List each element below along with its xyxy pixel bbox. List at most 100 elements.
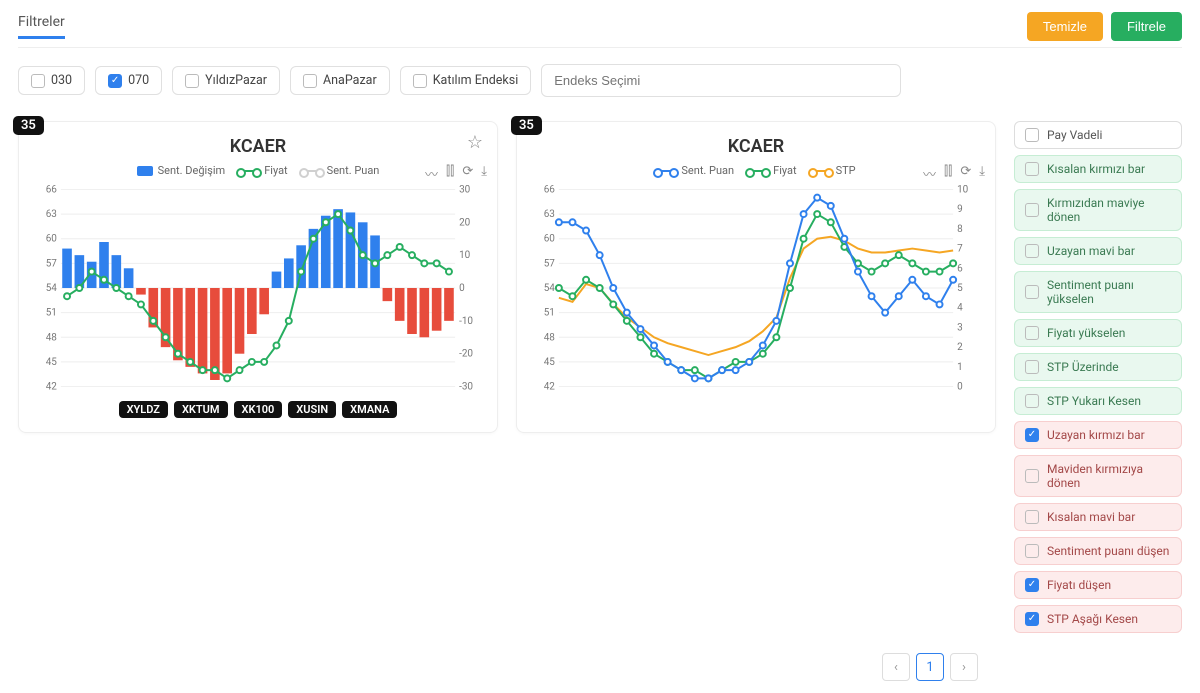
svg-text:54: 54 [544, 283, 556, 294]
checkbox-icon [185, 74, 199, 88]
side-filter[interactable]: Sentiment puanı düşen [1014, 537, 1182, 565]
filter-pill-030[interactable]: 030 [18, 66, 85, 95]
side-filter[interactable]: Sentiment puanı yükselen [1014, 271, 1182, 313]
checkbox-icon [31, 74, 45, 88]
pager-page[interactable]: 1 [916, 653, 944, 681]
legend-item: Sent. Değişim [137, 164, 226, 177]
svg-text:60: 60 [544, 234, 556, 245]
side-filter-label: STP Üzerinde [1047, 360, 1119, 374]
page-title: Filtreler [18, 14, 65, 39]
side-filter[interactable]: Fiyatı yükselen [1014, 319, 1182, 347]
svg-text:6: 6 [957, 263, 963, 274]
svg-text:-10: -10 [459, 316, 473, 327]
svg-text:10: 10 [957, 184, 969, 195]
checkbox-icon [108, 74, 122, 88]
filter-pill-070[interactable]: 070 [95, 66, 162, 95]
svg-text:-20: -20 [459, 349, 473, 360]
chart-card-2: 35 KCAER Sent. PuanFiyatSTP 〰 ⫿⫿ ⟳ ⤓ 424… [516, 121, 996, 433]
top-filters-row: 030 070 YıldızPazar AnaPazar Katılım Endeksi [18, 64, 1182, 97]
side-filter[interactable]: Kırmızıdan maviye dönen [1014, 189, 1182, 231]
side-filter-label: Kısalan kırmızı bar [1047, 162, 1145, 176]
legend-item: Sent. Puan [302, 164, 380, 177]
checkbox-icon [1025, 203, 1039, 217]
checkbox-icon [413, 74, 427, 88]
checkbox-icon [1025, 244, 1039, 258]
x-tag: XUSIN [288, 401, 336, 418]
checkbox-icon [1025, 285, 1039, 299]
pager-next[interactable]: › [950, 653, 978, 681]
svg-text:5: 5 [957, 283, 963, 294]
chart-title: KCAER [230, 136, 287, 157]
pulse-icon[interactable]: 〰 [425, 164, 438, 183]
side-filter[interactable]: Kısalan mavi bar [1014, 503, 1182, 531]
svg-text:-30: -30 [459, 382, 473, 393]
pager: ‹ 1 › [18, 653, 978, 681]
filter-pill-YıldızPazar[interactable]: YıldızPazar [172, 66, 280, 95]
svg-text:42: 42 [46, 382, 58, 393]
download-icon[interactable]: ⤓ [481, 164, 487, 183]
filter-label: 070 [128, 73, 149, 88]
chart-legend: Sent. PuanFiyatSTP [531, 164, 981, 177]
clear-button[interactable]: Temizle [1027, 12, 1103, 41]
side-filter-label: Pay Vadeli [1047, 128, 1102, 142]
checkbox-icon [1025, 428, 1039, 442]
svg-text:2: 2 [957, 342, 963, 353]
filter-pill-AnaPazar[interactable]: AnaPazar [290, 66, 390, 95]
download-icon[interactable]: ⤓ [979, 164, 985, 183]
side-filter-label: Uzayan mavi bar [1047, 244, 1135, 258]
bars-icon[interactable]: ⫿⫿ [446, 164, 454, 183]
refresh-icon[interactable]: ⟳ [462, 164, 473, 183]
chart-svg-2: 424548515457606366012345678910 [531, 183, 981, 393]
pager-prev[interactable]: ‹ [882, 653, 910, 681]
index-search-input[interactable] [541, 64, 901, 97]
favorite-icon[interactable]: ☆ [467, 132, 483, 153]
svg-text:10: 10 [459, 250, 471, 261]
side-filters: Pay Vadeli Kısalan kırmızı bar Kırmızıdan … [1014, 121, 1182, 633]
side-filter[interactable]: Uzayan kırmızı bar [1014, 421, 1182, 449]
filter-label: Katılım Endeksi [433, 73, 519, 88]
svg-text:45: 45 [46, 357, 58, 368]
legend-item: STP [811, 164, 856, 177]
refresh-icon[interactable]: ⟳ [960, 164, 971, 183]
checkbox-icon [1025, 578, 1039, 592]
checkbox-icon [303, 74, 317, 88]
pulse-icon[interactable]: 〰 [923, 164, 936, 183]
x-tag: XK100 [234, 401, 283, 418]
x-tag: XMANA [342, 401, 397, 418]
svg-text:63: 63 [544, 209, 555, 220]
svg-text:0: 0 [957, 382, 963, 393]
filter-pill-Katılım Endeksi[interactable]: Katılım Endeksi [400, 66, 532, 95]
svg-text:63: 63 [46, 209, 57, 220]
svg-text:3: 3 [957, 322, 963, 333]
svg-text:54: 54 [46, 283, 58, 294]
side-filter-label: Fiyatı düşen [1047, 578, 1111, 592]
svg-text:0: 0 [459, 283, 465, 294]
filter-button[interactable]: Filtrele [1111, 12, 1182, 41]
svg-text:57: 57 [544, 258, 556, 269]
checkbox-icon [1025, 510, 1039, 524]
chart-toolbar: 〰 ⫿⫿ ⟳ ⤓ [425, 164, 487, 183]
side-filter-label: Kırmızıdan maviye dönen [1047, 196, 1171, 224]
side-filter[interactable]: Maviden kırmızıya dönen [1014, 455, 1182, 497]
side-filter[interactable]: STP Aşağı Kesen [1014, 605, 1182, 633]
bars-icon[interactable]: ⫿⫿ [944, 164, 952, 183]
svg-text:51: 51 [544, 308, 555, 319]
svg-text:9: 9 [957, 204, 963, 215]
svg-text:66: 66 [544, 184, 556, 195]
filter-label: 030 [51, 73, 72, 88]
side-filter[interactable]: Fiyatı düşen [1014, 571, 1182, 599]
svg-text:51: 51 [46, 308, 57, 319]
checkbox-icon [1025, 162, 1039, 176]
checkbox-icon [1025, 360, 1039, 374]
side-filter-label: Fiyatı yükselen [1047, 326, 1125, 340]
x-tag: XKTUM [174, 401, 228, 418]
side-filter[interactable]: Uzayan mavi bar [1014, 237, 1182, 265]
filter-label: YıldızPazar [205, 73, 267, 88]
side-filter[interactable]: Pay Vadeli [1014, 121, 1182, 149]
svg-text:66: 66 [46, 184, 58, 195]
side-filter-label: STP Aşağı Kesen [1047, 612, 1138, 626]
side-filter[interactable]: Kısalan kırmızı bar [1014, 155, 1182, 183]
side-filter[interactable]: STP Yukarı Kesen [1014, 387, 1182, 415]
side-filter[interactable]: STP Üzerinde [1014, 353, 1182, 381]
svg-text:48: 48 [544, 332, 556, 343]
